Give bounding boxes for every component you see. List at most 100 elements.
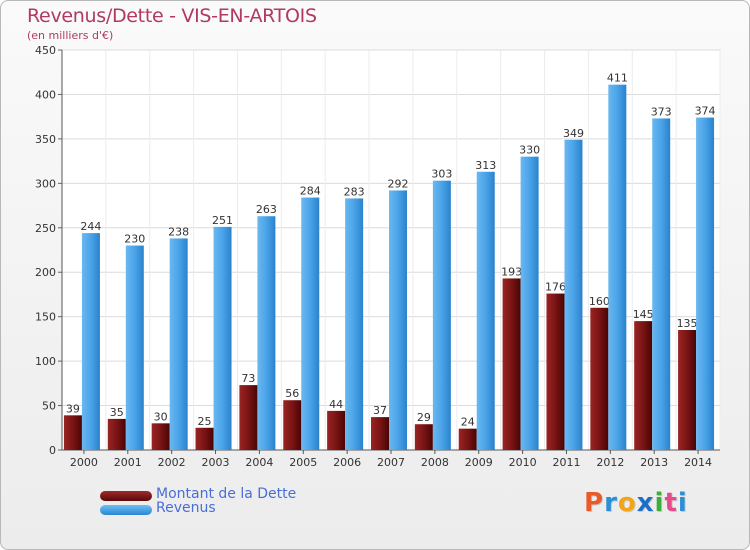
x-tick-label: 2003 (202, 456, 230, 469)
bar-dette (327, 410, 346, 450)
chart-title: Revenus/Dette - VIS-EN-ARTOIS (27, 5, 317, 27)
x-tick-label: 2012 (596, 456, 624, 469)
data-label-dette: 145 (633, 308, 654, 321)
data-label-dette: 24 (461, 416, 475, 429)
y-tick-label: 150 (35, 311, 56, 324)
legend-swatch-dette (100, 491, 152, 501)
x-tick-label: 2010 (509, 456, 537, 469)
data-label-revenus: 284 (300, 185, 321, 198)
data-label-revenus: 303 (431, 168, 452, 181)
bar-dette (107, 418, 126, 450)
bar-dette (634, 321, 653, 450)
logo-letter: o (617, 488, 637, 518)
data-label-revenus: 230 (124, 233, 145, 246)
bar-revenus (257, 216, 276, 450)
bar-revenus (476, 171, 495, 450)
bar-revenus (564, 139, 583, 450)
bar-dette (502, 278, 521, 450)
bar-dette (63, 415, 82, 450)
bar-dette (283, 400, 302, 450)
data-label-dette: 193 (501, 265, 522, 278)
data-label-dette: 44 (329, 398, 343, 411)
x-tick-label: 2000 (70, 456, 98, 469)
bar-revenus (169, 238, 188, 450)
bar-dette (195, 427, 214, 450)
x-tick-label: 2009 (465, 456, 493, 469)
y-tick-label: 50 (42, 400, 56, 413)
bar-dette (546, 293, 565, 450)
x-tick-label: 2006 (333, 456, 361, 469)
data-label-dette: 39 (66, 402, 80, 415)
data-label-dette: 30 (154, 410, 168, 423)
logo-letter: r (604, 488, 618, 518)
logo-letter: t (664, 488, 678, 518)
data-label-revenus: 349 (563, 127, 584, 140)
y-tick-label: 350 (35, 133, 56, 146)
chart-subtitle: (en milliers d'€) (27, 29, 114, 42)
x-tick-label: 2001 (114, 456, 142, 469)
data-label-dette: 35 (110, 406, 124, 419)
bar-revenus (213, 226, 232, 450)
y-tick-label: 0 (49, 444, 56, 457)
x-tick-label: 2004 (245, 456, 273, 469)
bar-revenus (301, 197, 320, 450)
y-tick-label: 300 (35, 177, 56, 190)
bar-dette (678, 330, 697, 450)
bar-revenus (125, 245, 144, 450)
data-label-revenus: 244 (80, 220, 101, 233)
x-tick-label: 2013 (640, 456, 668, 469)
bar-revenus (652, 118, 671, 450)
logo-letter: x (636, 488, 655, 518)
data-label-dette: 29 (417, 411, 431, 424)
data-label-revenus: 313 (475, 159, 496, 172)
y-tick-label: 250 (35, 222, 56, 235)
data-label-dette: 56 (285, 387, 299, 400)
y-tick-label: 450 (35, 44, 56, 57)
x-tick-label: 2014 (684, 456, 712, 469)
data-label-dette: 160 (589, 295, 610, 308)
bar-revenus (432, 180, 451, 450)
y-tick-label: 100 (35, 355, 56, 368)
bar-revenus (345, 198, 364, 450)
x-tick-label: 2008 (421, 456, 449, 469)
data-label-revenus: 411 (607, 72, 628, 85)
data-label-revenus: 251 (212, 214, 233, 227)
bar-revenus (389, 190, 407, 450)
legend-swatch-revenus (100, 505, 152, 515)
data-label-dette: 25 (198, 415, 212, 428)
bar-dette (151, 423, 170, 450)
bar-revenus (608, 84, 627, 451)
logo-letter: i (654, 488, 665, 518)
bar-dette (371, 417, 389, 450)
logo-letter: i (677, 488, 688, 518)
x-tick-label: 2007 (377, 456, 405, 469)
bar-revenus (696, 117, 715, 451)
data-label-revenus: 238 (168, 225, 189, 238)
bar-dette (590, 307, 609, 450)
bar-revenus (520, 156, 539, 450)
data-label-revenus: 292 (388, 177, 409, 190)
bar-revenus (81, 233, 100, 450)
data-label-dette: 73 (241, 372, 255, 385)
legend-label-revenus: Revenus (156, 500, 216, 516)
logo-letter: P (584, 488, 605, 518)
x-tick-label: 2005 (289, 456, 317, 469)
proxiti-logo: Proxiti (584, 488, 688, 518)
x-tick-label: 2011 (552, 456, 580, 469)
x-tick-label: 2002 (158, 456, 186, 469)
data-label-revenus: 374 (695, 105, 716, 118)
data-label-revenus: 263 (256, 203, 277, 216)
data-label-dette: 176 (545, 281, 566, 294)
bar-dette (458, 428, 477, 450)
data-label-revenus: 373 (651, 105, 672, 118)
data-label-dette: 135 (677, 317, 698, 330)
bar-dette (414, 424, 433, 450)
y-tick-label: 200 (35, 266, 56, 279)
y-tick-label: 400 (35, 88, 56, 101)
bar-dette (239, 385, 258, 450)
data-label-revenus: 283 (344, 185, 365, 198)
legend-label-dette: Montant de la Dette (156, 486, 297, 502)
data-label-dette: 37 (373, 404, 387, 417)
data-label-revenus: 330 (519, 144, 540, 157)
